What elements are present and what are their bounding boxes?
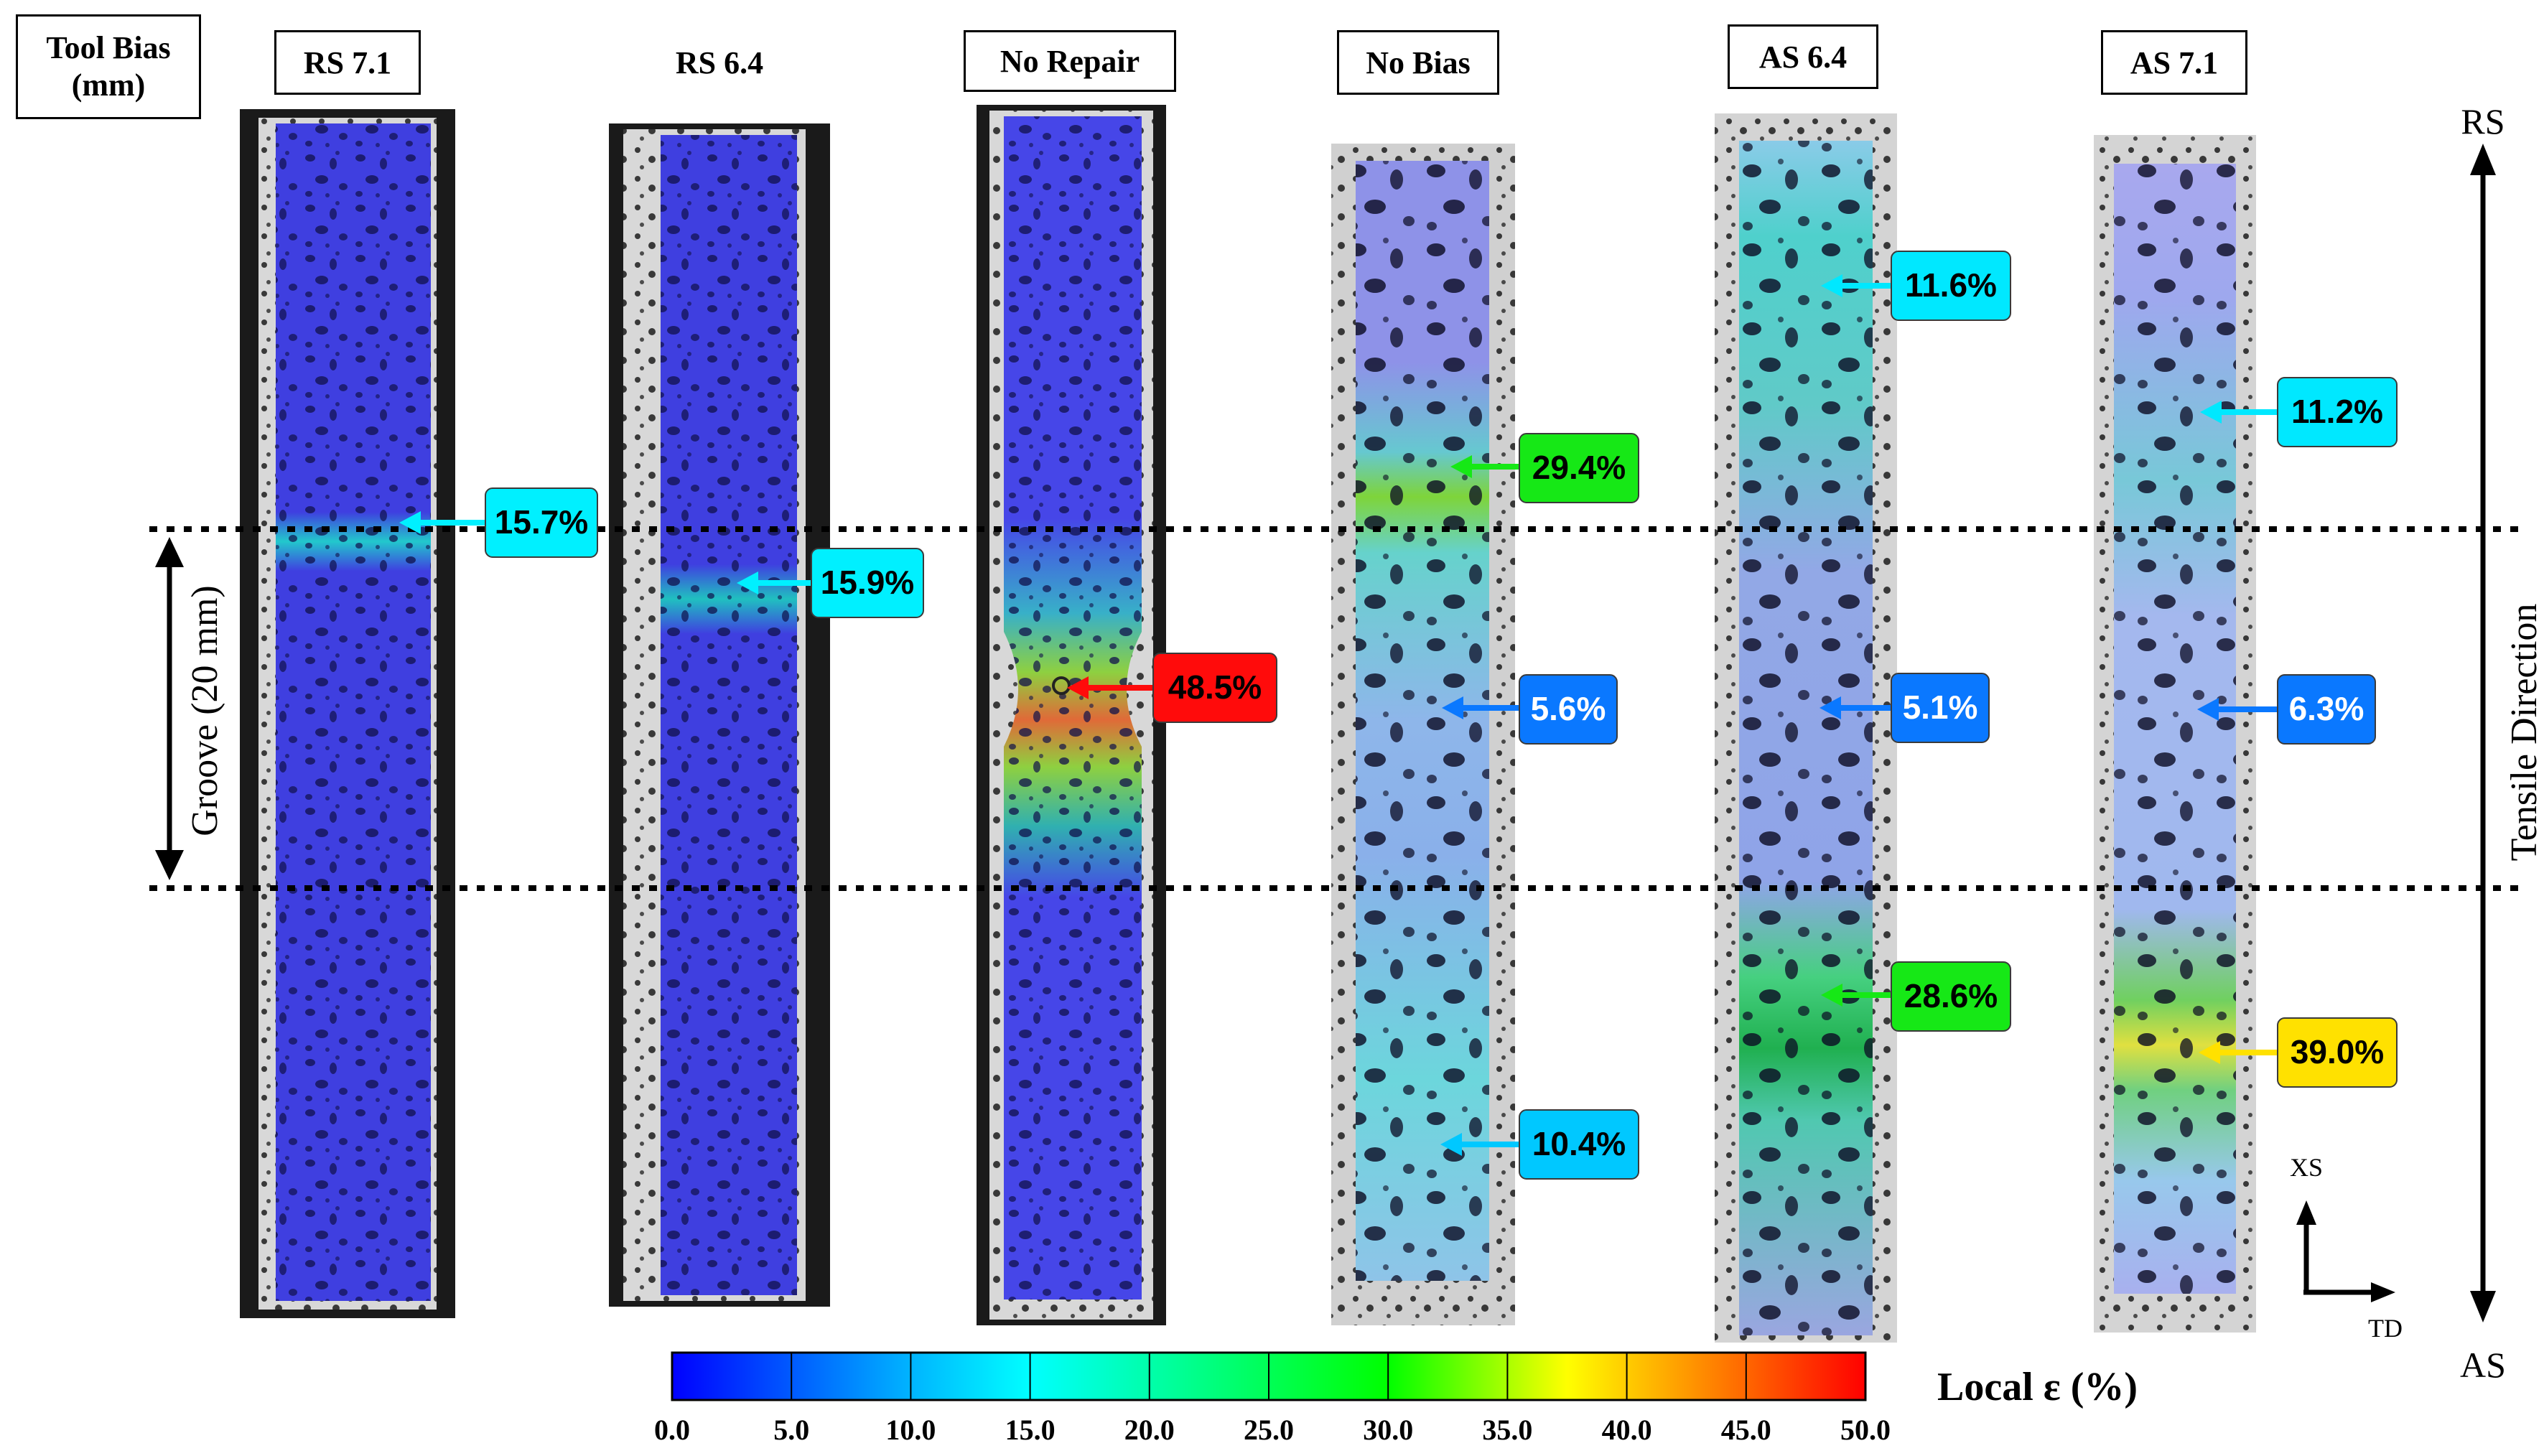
specimen-header-rs71: RS 7.1 [274,30,421,95]
callout-value: 29.4% [1532,449,1626,486]
callout-as71-3: 39.0% [2199,1017,2398,1088]
callout-value: 48.5% [1168,668,1262,706]
specimen-header-as64: AS 6.4 [1728,24,1878,89]
tensile-direction-label: Tensile Direction [2504,604,2544,862]
specimen-label: AS 7.1 [2130,45,2219,80]
specimen-rs71 [240,109,455,1318]
tool-bias-unit: (mm) [71,67,146,103]
callout-no-bias-2: 5.6% [1442,674,1618,745]
callout-as71-1: 11.2% [2200,377,2398,447]
groove-label: Groove (20 mm) [185,585,225,836]
callout-value: 5.6% [1531,690,1606,727]
callout-value: 10.4% [1532,1125,1626,1162]
speckle-pattern [2114,164,2236,1294]
axis-xs-label: XS [2290,1153,2323,1182]
direction-bottom-label: AS [2460,1345,2506,1385]
specimen-label: AS 6.4 [1758,39,1848,75]
specimen-header-no-bias: No Bias [1337,30,1499,95]
callout-as64-3: 28.6% [1821,961,2011,1032]
colorbar-tick-label: 50.0 [1840,1414,1891,1446]
specimen-label: No Repair [1000,43,1140,79]
specimen-rs64 [609,123,830,1307]
colorbar-dividers [791,1353,1747,1400]
callout-value: 15.7% [495,503,588,541]
colorbar-tick-label: 0.0 [654,1414,690,1446]
colorbar-tick-label: 20.0 [1124,1414,1175,1446]
specimen-as71 [2094,135,2256,1333]
callout-as64-2: 5.1% [1820,673,1990,743]
callout-no-bias-3: 10.4% [1440,1109,1639,1180]
groove-arrow [155,537,184,880]
speckle-pattern [661,135,797,1295]
tool-bias-label: Tool Bias [46,30,171,65]
speckle-pattern [1004,116,1142,1299]
tool-bias-header: Tool Bias (mm) [16,14,201,119]
colorbar-title: Local ε (%) [1937,1365,2138,1409]
callout-as71-2: 6.3% [2197,674,2376,745]
colorbar [671,1351,1867,1401]
colorbar-tick-label: 35.0 [1482,1414,1533,1446]
specimen-header-rs64: RS 6.4 [640,30,798,95]
colorbar-tick-label: 40.0 [1601,1414,1652,1446]
colorbar-tick-label: 5.0 [773,1414,810,1446]
axis-td-label: TD [2368,1314,2403,1343]
callout-value: 39.0% [2291,1033,2384,1070]
colorbar-tick-label: 15.0 [1005,1414,1056,1446]
coordinate-axes-icon [2296,1200,2395,1302]
specimen-no-repair [977,105,1166,1325]
tensile-direction-arrow [2470,144,2496,1322]
callout-rs71-1: 15.7% [399,487,598,558]
colorbar-tick-label: 45.0 [1720,1414,1771,1446]
specimen-no-bias [1331,144,1515,1325]
specimen-as64 [1715,113,1897,1343]
callout-rs64-1: 15.9% [737,548,924,618]
specimen-header-as71: AS 7.1 [2101,30,2247,95]
colorbar-tick-label: 10.0 [885,1414,936,1446]
callout-value: 11.2% [2291,393,2383,430]
direction-top-label: RS [2461,101,2505,141]
colorbar-border [671,1351,1867,1401]
colorbar-tick-label: 30.0 [1363,1414,1414,1446]
specimen-label: No Bias [1366,45,1471,80]
specimen-label: RS 6.4 [675,45,764,80]
speckle-pattern [1739,141,1873,1335]
callout-no-bias-1: 29.4% [1450,433,1639,503]
callout-value: 6.3% [2289,690,2364,727]
callout-value: 15.9% [821,564,914,601]
callout-value: 28.6% [1904,977,1998,1014]
speckle-pattern [1356,161,1489,1281]
callout-as64-1: 11.6% [1821,251,2011,321]
colorbar-tick-label: 25.0 [1244,1414,1294,1446]
specimen-label: RS 7.1 [303,45,392,80]
callout-no-repair-1: 48.5% [1067,653,1277,723]
callout-value: 11.6% [1905,266,1997,304]
callout-value: 5.1% [1903,689,1978,726]
max-strain-marker [1052,676,1071,695]
speckle-pattern [276,123,431,1301]
specimen-header-no-repair: No Repair [964,30,1176,92]
